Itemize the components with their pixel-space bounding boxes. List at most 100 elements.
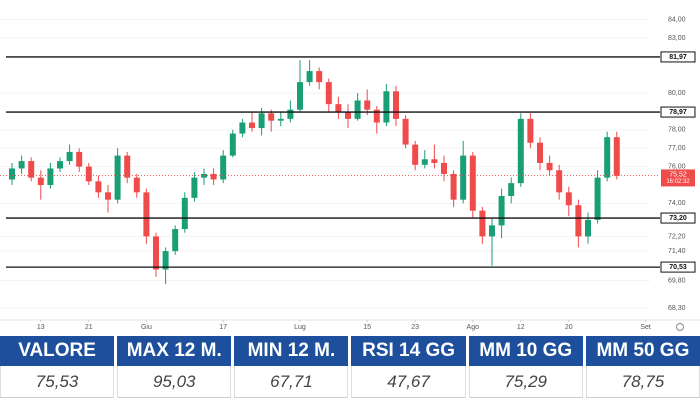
candle-body [47,168,54,185]
candle-body [296,82,303,110]
table-value: 75,29 [468,366,583,398]
table-header: RSI 14 GG [351,336,466,366]
candle-body [450,173,457,200]
y-tick-label: 84,00 [668,16,686,23]
candle-body [277,118,284,121]
candle-body [556,170,563,193]
candle-body [191,177,198,198]
countdown: 16:02:32 [666,179,690,185]
y-tick-label: 74,00 [668,200,686,207]
candle-body [440,162,447,174]
candle-body [133,177,140,193]
candle-body [181,197,188,230]
table-header: VALORE [0,336,115,366]
candle-body [469,155,476,211]
candle-body [172,229,179,252]
table-value: 67,71 [234,366,349,398]
y-tick-label: 80,00 [668,90,686,97]
x-tick-label: Ago [467,324,480,331]
candle-body [114,155,121,200]
candle-body [460,155,467,200]
candle-body [56,161,63,169]
level-label: 81,97 [669,54,687,61]
candle-body [354,100,361,119]
candle-body [258,113,265,129]
y-tick-label: 83,00 [668,35,686,42]
candle-body [162,251,169,270]
x-tick-label: 20 [565,324,573,331]
level-label: 73,20 [669,215,687,222]
x-tick-label: 21 [85,324,93,331]
x-tick-label: 23 [411,324,419,331]
table-value: 78,75 [585,366,700,398]
candle-body [28,161,35,178]
candle-body [383,91,390,123]
candle-body [517,118,524,184]
candle-body [152,236,159,270]
level-label: 78,97 [669,109,687,116]
candle-body [431,159,438,163]
level-box [660,212,696,224]
x-tick-label: 15 [363,324,371,331]
table-header: MM 10 GG [468,336,583,366]
level-box [660,51,696,63]
candle-body [76,151,83,167]
candle-body [37,177,44,185]
candle-body [239,122,246,134]
candle-body [85,166,92,182]
candle-body [143,192,150,237]
candle-body [364,100,371,110]
candle-body [104,192,111,200]
candle-body [565,192,572,206]
candle-body [316,71,323,83]
candle-body [536,142,543,163]
candle-body [306,71,313,83]
table-value: 47,67 [351,366,466,398]
candle-body [604,137,611,178]
y-tick-label: 78,00 [668,127,686,134]
candle-body [488,225,495,237]
table-value: 75,53 [0,366,115,398]
candle-body [66,151,73,162]
candle-body [95,181,102,193]
current-price-label: 75,52 [669,171,687,178]
chart: 84,00 83,00 80,00 78,00 77,00 76,00 74,00 72,20… [0,16,700,331]
level-box [660,106,696,118]
candle-body [229,133,236,156]
x-tick-label: 13 [37,324,45,331]
stats-table: VALORE MAX 12 M. MIN 12 M. RSI 14 GG MM 10 G… [0,336,700,398]
candle-body [8,168,15,180]
candle-body [479,210,486,237]
table-value: 95,03 [117,366,232,398]
y-tick-label: 72,20 [668,233,686,240]
candle-body [546,162,553,171]
candle-body [498,196,505,226]
y-tick-label: 76,00 [668,163,686,170]
candle-body [402,118,409,145]
candle-body [210,173,217,180]
candle-body [575,205,582,237]
candle-body [335,104,342,112]
candle-body [344,111,351,119]
level-box [660,261,696,273]
candle-body [392,91,399,119]
y-tick-label: 68,30 [668,305,686,312]
level-label: 70,53 [669,264,687,271]
candle-body [613,137,620,176]
table-header: MM 50 GG [585,336,700,366]
y-tick-label: 71,40 [668,248,686,255]
x-tick-label: Giu [141,324,152,331]
settings-icon[interactable] [676,323,684,331]
candle-body [527,118,534,143]
candle-body [124,155,131,178]
x-tick-label: Lug [294,324,306,331]
current-price-box [661,169,695,187]
candle-body [200,173,207,178]
candle-body [220,155,227,180]
candle-body [268,113,275,121]
candle-body [325,82,332,105]
candle-body [421,159,428,165]
table-header: MIN 12 M. [234,336,349,366]
x-tick-label: Set [640,324,651,331]
